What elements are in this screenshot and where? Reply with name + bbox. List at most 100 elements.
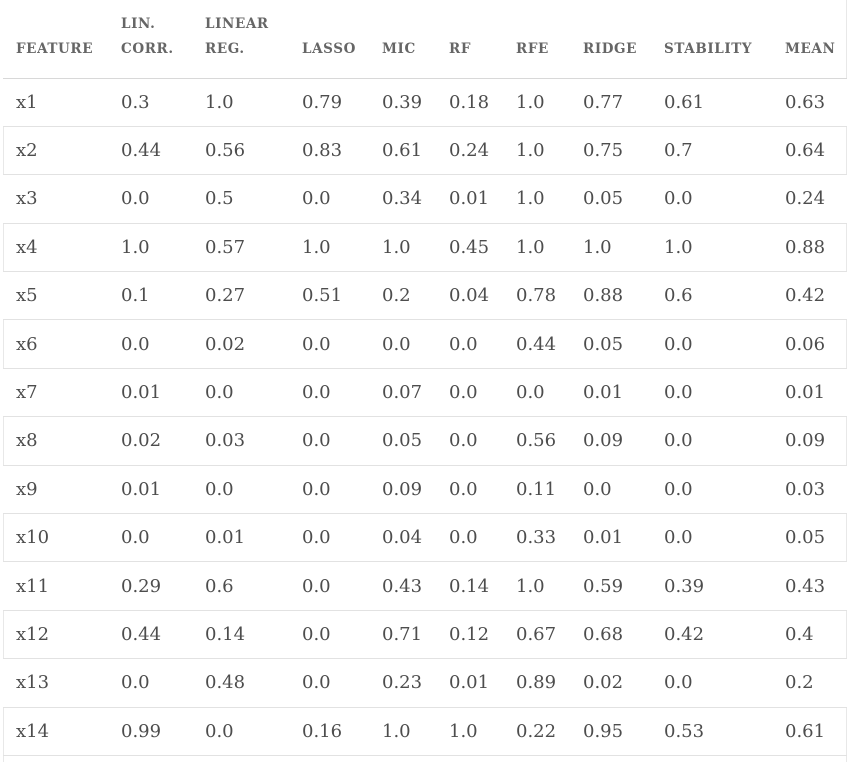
score-cell: 0.0	[651, 416, 772, 466]
score-cell: 0.67	[503, 610, 570, 660]
score-cell: 0.61	[772, 707, 847, 756]
score-cell: 0.02	[108, 416, 192, 466]
score-cell: 0.53	[651, 707, 772, 756]
score-cell: 0.01	[192, 513, 289, 563]
score-cell: 0.0	[108, 319, 192, 369]
table-row: x1 0.3 1.0 0.79 0.39 0.18 1.0 0.77 0.61 0.63	[3, 78, 847, 127]
score-cell: 0.01	[436, 658, 503, 708]
score-cell: 1.0	[108, 223, 192, 273]
score-cell: 0.4	[772, 610, 847, 660]
score-cell: 0.61	[651, 78, 772, 127]
score-cell: 0.42	[651, 610, 772, 660]
score-cell: 1.0	[192, 78, 289, 127]
score-cell: 0.0	[651, 658, 772, 708]
score-cell: 0.03	[772, 465, 847, 515]
score-cell: 0.09	[570, 416, 651, 466]
feature-scores-table: FEATURE LIN. CORR. LINEAR REG. LASSO MIC RF RFE R…	[3, 0, 847, 756]
score-cell: 0.0	[108, 174, 192, 224]
score-cell: 0.75	[570, 126, 651, 176]
score-cell: 0.14	[192, 610, 289, 660]
score-cell: 1.0	[436, 707, 503, 756]
score-cell: 0.56	[503, 416, 570, 466]
score-cell: 0.14	[436, 561, 503, 611]
column-header-text: LASSO	[302, 40, 356, 57]
score-cell: 0.64	[772, 126, 847, 176]
table-row: x5 0.1 0.27 0.51 0.2 0.04 0.78 0.88 0.6 0.42	[3, 271, 847, 321]
score-cell: 0.0	[369, 319, 436, 369]
score-cell: 0.0	[289, 368, 369, 418]
column-header-text: RIDGE	[583, 40, 638, 57]
score-cell: 0.88	[772, 223, 847, 273]
feature-name-cell: x7	[3, 368, 108, 418]
table-row: x12 0.44 0.14 0.0 0.71 0.12 0.67 0.68 0.42 0.4	[3, 610, 847, 660]
table-row: x4 1.0 0.57 1.0 1.0 0.45 1.0 1.0 1.0 0.88	[3, 223, 847, 273]
score-cell: 1.0	[503, 561, 570, 611]
score-cell: 0.01	[108, 368, 192, 418]
score-cell: 0.01	[772, 368, 847, 418]
score-cell: 0.59	[570, 561, 651, 611]
score-cell: 0.3	[108, 78, 192, 127]
score-cell: 0.43	[772, 561, 847, 611]
score-cell: 0.01	[570, 513, 651, 563]
score-cell: 0.2	[369, 271, 436, 321]
feature-name-cell: x6	[3, 319, 108, 369]
table-row: x8 0.02 0.03 0.0 0.05 0.0 0.56 0.09 0.0 0.09	[3, 416, 847, 466]
score-cell: 0.39	[369, 78, 436, 127]
column-header-text: LINEAR	[205, 15, 269, 32]
column-header: LIN. CORR.	[108, 0, 192, 79]
score-cell: 0.05	[570, 319, 651, 369]
score-cell: 0.0	[436, 368, 503, 418]
column-header-text: MEAN	[785, 40, 836, 57]
score-cell: 0.0	[192, 465, 289, 515]
score-cell: 0.24	[436, 126, 503, 176]
score-cell: 0.78	[503, 271, 570, 321]
score-cell: 0.0	[108, 513, 192, 563]
score-cell: 1.0	[503, 78, 570, 127]
score-cell: 0.6	[651, 271, 772, 321]
score-cell: 0.0	[289, 465, 369, 515]
score-cell: 0.0	[289, 174, 369, 224]
score-cell: 0.24	[772, 174, 847, 224]
score-cell: 0.33	[503, 513, 570, 563]
table-row: x14 0.99 0.0 0.16 1.0 1.0 0.22 0.95 0.53 0.61	[3, 707, 847, 756]
column-header-text: RF	[449, 40, 472, 57]
score-cell: 0.51	[289, 271, 369, 321]
score-cell: 0.16	[289, 707, 369, 756]
score-cell: 0.11	[503, 465, 570, 515]
score-cell: 0.0	[192, 368, 289, 418]
feature-name-cell: x2	[3, 126, 108, 176]
feature-name-cell: x12	[3, 610, 108, 660]
column-header: FEATURE	[3, 0, 108, 79]
score-cell: 0.0	[289, 658, 369, 708]
score-cell: 0.7	[651, 126, 772, 176]
score-cell: 0.04	[436, 271, 503, 321]
feature-name-cell: x10	[3, 513, 108, 563]
score-cell: 0.48	[192, 658, 289, 708]
score-cell: 0.0	[436, 416, 503, 466]
feature-name-cell: x9	[3, 465, 108, 515]
score-cell: 0.77	[570, 78, 651, 127]
table-row: x9 0.01 0.0 0.0 0.09 0.0 0.11 0.0 0.0 0.03	[3, 465, 847, 515]
score-cell: 0.27	[192, 271, 289, 321]
score-cell: 0.09	[369, 465, 436, 515]
column-header-text: REG.	[205, 40, 245, 57]
score-cell: 1.0	[369, 707, 436, 756]
score-cell: 0.29	[108, 561, 192, 611]
score-cell: 0.05	[369, 416, 436, 466]
score-cell: 0.0	[289, 416, 369, 466]
score-cell: 0.0	[570, 465, 651, 515]
column-header-text: FEATURE	[16, 40, 94, 57]
score-cell: 0.0	[651, 513, 772, 563]
score-cell: 0.05	[570, 174, 651, 224]
score-cell: 0.07	[369, 368, 436, 418]
column-header: LASSO	[289, 0, 369, 79]
score-cell: 0.44	[108, 610, 192, 660]
score-cell: 0.61	[369, 126, 436, 176]
score-cell: 0.99	[108, 707, 192, 756]
feature-name-cell: x3	[3, 174, 108, 224]
score-cell: 0.06	[772, 319, 847, 369]
header-row: FEATURE LIN. CORR. LINEAR REG. LASSO MIC RF RFE R…	[3, 0, 847, 79]
column-header: LINEAR REG.	[192, 0, 289, 79]
score-cell: 1.0	[570, 223, 651, 273]
score-cell: 0.2	[772, 658, 847, 708]
